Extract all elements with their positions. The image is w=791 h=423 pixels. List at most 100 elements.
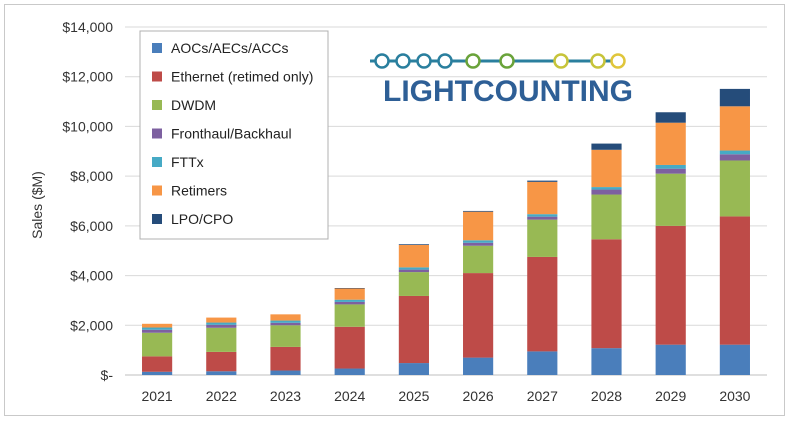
logo-dot: [395, 53, 411, 69]
bar-segment: [591, 189, 622, 195]
y-tick-label: $14,000: [62, 19, 113, 35]
bar-segment: [270, 320, 301, 323]
bar-segment: [527, 256, 558, 352]
bar-segment: [398, 269, 429, 273]
bar-segment: [334, 326, 365, 369]
bar-segment: [719, 160, 750, 217]
bar-segment: [591, 194, 622, 240]
logo-dot: [553, 53, 569, 69]
legend: AOCs/AECs/ACCs Ethernet (retimed only) DWD…: [139, 30, 329, 240]
logo-dot: [374, 53, 390, 69]
bar-segment: [142, 371, 173, 375]
x-tick-label: 2027: [527, 388, 558, 404]
y-tick-label: $6,000: [70, 218, 113, 234]
bar-segment: [206, 317, 237, 323]
bar-segment: [398, 244, 429, 268]
bar-segment: [334, 288, 365, 300]
legend-label: Fronthaul/Backhaul: [171, 126, 292, 142]
bar-segment: [142, 332, 173, 357]
bar-segment: [463, 240, 494, 243]
x-tick-label: 2025: [398, 388, 429, 404]
bar-segment: [398, 295, 429, 364]
y-axis-ticks: $- $2,000 $4,000 $6,000 $8,000 $10,000 $12,000…: [62, 19, 113, 383]
bar-segment: [527, 219, 558, 257]
legend-swatch: [152, 71, 162, 82]
legend-label: LPO/CPO: [171, 211, 233, 227]
logo-dot: [437, 53, 453, 69]
bar-segment: [463, 245, 494, 274]
bar-segment: [270, 322, 301, 326]
chart-frame: $- $2,000 $4,000 $6,000 $8,000 $10,000 $12,000…: [4, 4, 785, 416]
bar-segment: [206, 371, 237, 375]
x-tick-label: 2030: [719, 388, 750, 404]
bar-segment: [591, 187, 622, 190]
logo-dot: [416, 53, 432, 69]
legend-label: Retimers: [171, 183, 227, 199]
bar-segment: [398, 363, 429, 375]
y-tick-label: $4,000: [70, 268, 113, 284]
x-tick-label: 2026: [463, 388, 494, 404]
bar-segment: [527, 181, 558, 215]
x-tick-label: 2023: [270, 388, 301, 404]
bar-segment: [655, 168, 686, 174]
legend-label: Ethernet (retimed only): [171, 69, 313, 85]
legend-swatch: [152, 128, 162, 139]
logo-dot: [465, 53, 481, 69]
bar-segment: [142, 323, 173, 328]
bar-segment: [463, 357, 494, 375]
bar-segment: [719, 150, 750, 155]
bar-segment: [527, 216, 558, 220]
y-tick-label: $10,000: [62, 118, 113, 134]
y-tick-label: $12,000: [62, 69, 113, 85]
logo-dot: [610, 53, 626, 69]
bar-segment: [463, 210, 494, 212]
x-axis-ticks: 2021 2022 2023 2024 2025 2026 2027 2028 2029 2030: [142, 388, 751, 404]
bar-segment: [270, 325, 301, 347]
x-tick-label: 2029: [655, 388, 686, 404]
x-tick-label: 2021: [142, 388, 173, 404]
bar-segment: [655, 122, 686, 165]
bar-segment: [334, 301, 365, 305]
logo-dots: [374, 53, 626, 69]
legend-swatch: [152, 43, 162, 53]
bar-segment: [591, 149, 622, 188]
bar-segment: [334, 368, 365, 375]
bar-segment: [655, 173, 686, 226]
bar-segment: [591, 348, 622, 375]
bar-segment: [142, 329, 173, 333]
legend-swatch: [152, 185, 162, 196]
legend-label: AOCs/AECs/ACCs: [171, 40, 288, 56]
bar-segment: [398, 272, 429, 296]
bar-segment: [142, 356, 173, 372]
x-tick-label: 2024: [334, 388, 365, 404]
bar-segment: [334, 299, 365, 302]
bar-segment: [655, 112, 686, 123]
logo-text: LIGHTCOUNTING: [383, 75, 633, 108]
stacked-bar-chart: $- $2,000 $4,000 $6,000 $8,000 $10,000 $12,000…: [29, 19, 767, 404]
legend-swatch: [152, 214, 162, 224]
x-tick-label: 2022: [206, 388, 237, 404]
bar-segment: [655, 344, 686, 375]
bar-segment: [527, 180, 558, 182]
legend-label: FTTx: [171, 154, 204, 170]
bar-segment: [398, 267, 429, 270]
y-axis-label: Sales ($M): [29, 171, 45, 239]
bar-segment: [334, 304, 365, 327]
legend-box: [139, 30, 329, 240]
logo-dot: [590, 53, 606, 69]
logo-dot: [499, 53, 515, 69]
legend-swatch: [152, 157, 162, 167]
bar-segment: [142, 327, 173, 330]
bar-segment: [527, 214, 558, 217]
y-tick-label: $8,000: [70, 168, 113, 184]
bar-segment: [206, 327, 237, 352]
bar-segment: [463, 242, 494, 246]
bar-segment: [463, 273, 494, 358]
bar-segment: [206, 351, 237, 372]
bar-segment: [719, 88, 750, 107]
bar-segment: [270, 370, 301, 375]
bar-segment: [463, 211, 494, 241]
bars: [142, 88, 750, 375]
legend-label: DWDM: [171, 97, 216, 113]
bar-segment: [655, 225, 686, 345]
